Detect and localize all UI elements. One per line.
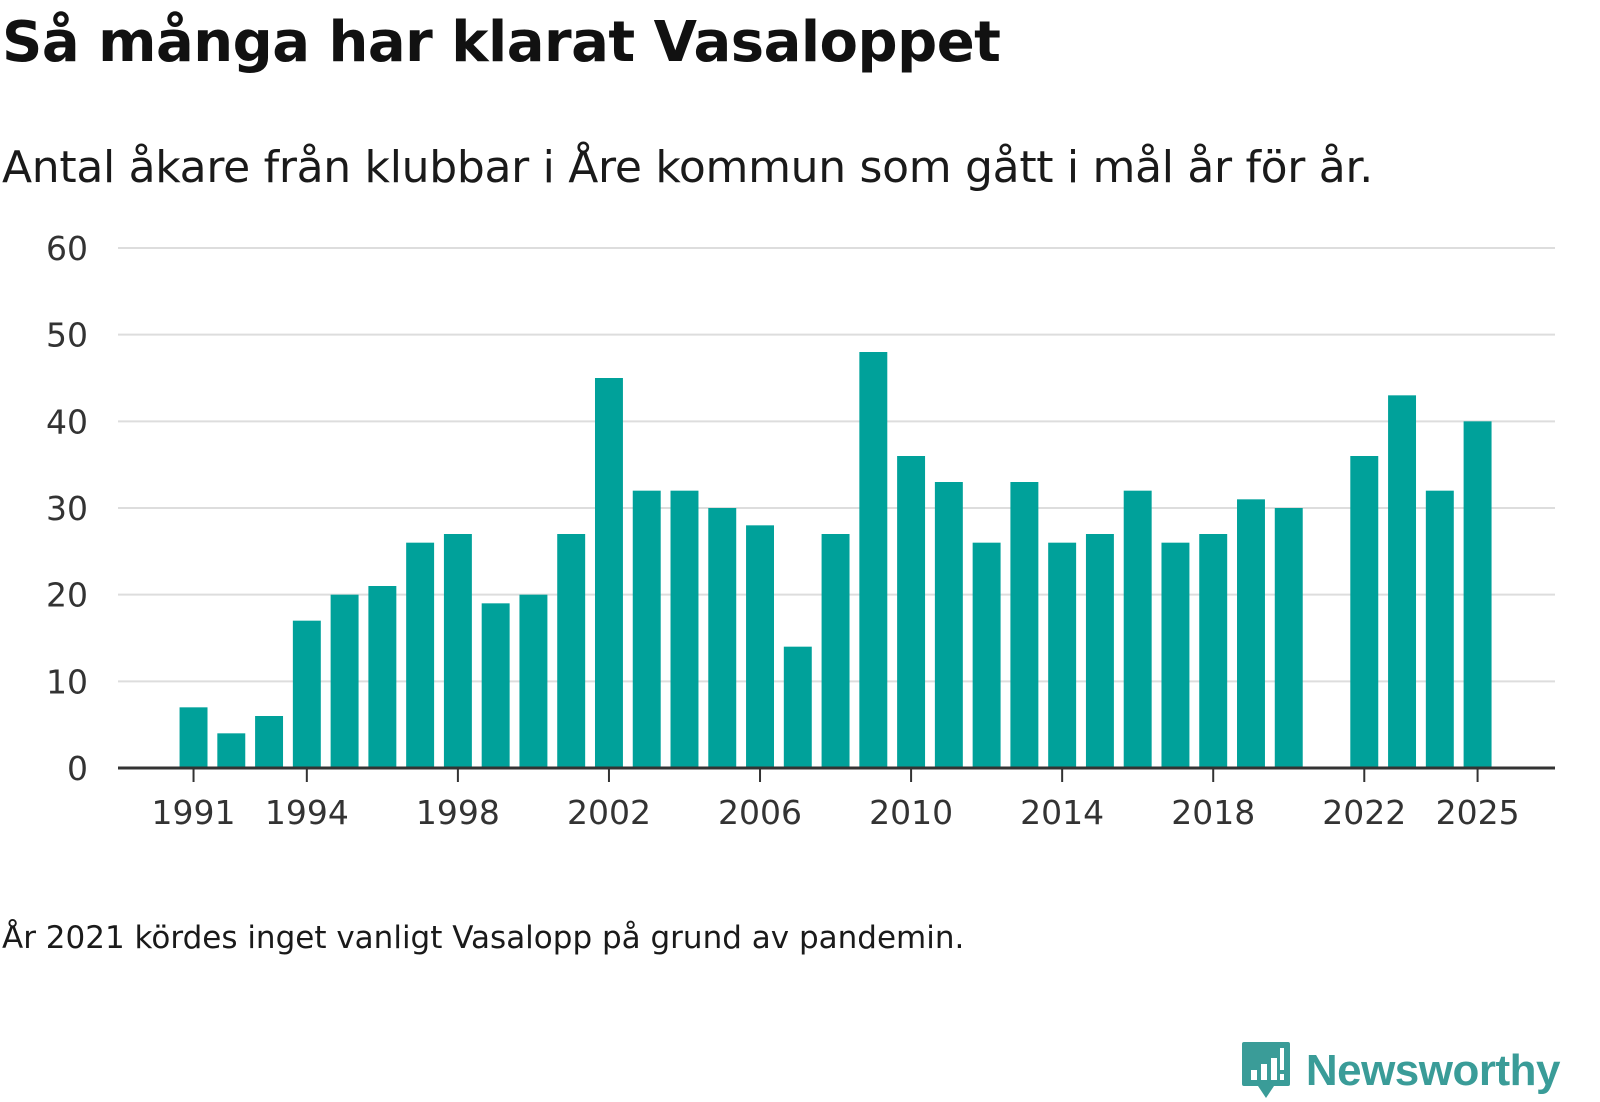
brand-name: Newsworthy [1305,1046,1561,1095]
newsworthy-logo: Newsworthy [1240,1040,1561,1102]
chart-subtitle: Antal åkare från klubbar i Åre kommun so… [2,142,1373,193]
bar-2007 [783,646,812,768]
x-tick-label-2010: 2010 [869,793,953,832]
x-tick-label-2025: 2025 [1436,793,1520,832]
bar-2018 [1199,534,1228,768]
bar-2022 [1350,456,1379,768]
y-tick-label-0: 0 [67,749,88,788]
grid-lines [118,247,1555,683]
bar-2020 [1274,508,1303,768]
bar-2023 [1388,395,1417,768]
bar-1991 [179,707,208,768]
bar-1996 [368,586,397,768]
bar-2013 [1010,482,1039,768]
bar-2003 [632,490,661,768]
x-tick-label-2022: 2022 [1322,793,1406,832]
bar-2015 [1085,534,1114,768]
bar-2017 [1161,542,1190,768]
bar-1992 [217,733,246,768]
bar-1994 [292,620,321,768]
x-tick-label-2014: 2014 [1020,793,1104,832]
y-tick-label-60: 60 [46,229,88,268]
y-tick-label-30: 30 [46,489,88,528]
bar-2012 [972,542,1001,768]
x-tick-label-2018: 2018 [1171,793,1255,832]
bar-2009 [859,352,888,768]
bar-2010 [897,456,926,768]
y-tick-label-10: 10 [46,662,88,701]
bar-2006 [746,525,774,768]
bar-1995 [330,594,359,768]
bar-2004 [670,490,699,768]
bar-1993 [255,716,284,768]
bar-2005 [708,508,737,768]
x-tick-label-2006: 2006 [718,793,802,832]
bar-2014 [1048,542,1077,768]
y-tick-label-50: 50 [46,316,88,355]
bar-2000 [519,594,548,768]
chart-title: Så många har klarat Vasaloppet [2,10,1001,75]
bar-2011 [934,482,963,768]
bar-1999 [481,603,510,768]
bar-2019 [1237,499,1265,768]
bar-2001 [557,534,586,768]
bar-chart: 0 10 20 30 40 50 60 1991 1994 1998 2002 2006 2010 201… [46,229,1555,832]
y-tick-label-40: 40 [46,402,88,441]
bars [179,352,1492,768]
bar-1998 [443,534,472,768]
x-tick-label-1998: 1998 [416,793,500,832]
bar-2016 [1123,490,1152,768]
axes: 0 10 20 30 40 50 60 1991 1994 1998 2002 2006 2010 201… [46,229,1555,832]
newsworthy-logo-icon [1241,1042,1290,1098]
bar-1997 [406,542,435,768]
bar-2002 [594,378,623,768]
x-tick-label-1991: 1991 [152,793,236,832]
bar-2024 [1425,490,1454,768]
y-tick-label-20: 20 [46,576,88,615]
bar-2008 [821,534,850,768]
x-tick-label-2002: 2002 [567,793,651,832]
chart-footnote: År 2021 kördes inget vanligt Vasalopp på… [2,920,965,956]
x-tick-label-1994: 1994 [265,793,349,832]
bar-2025 [1463,421,1492,768]
